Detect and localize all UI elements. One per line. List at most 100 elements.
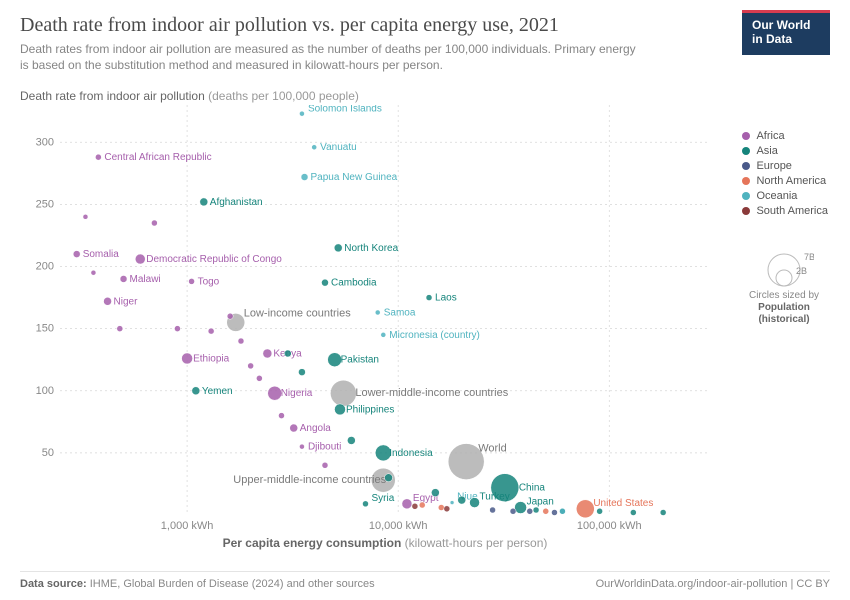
data-point [284,350,291,357]
data-point [174,326,180,332]
data-point [301,174,308,181]
size-legend-circles: 7B 2B [754,248,814,288]
point-label: Indonesia [389,448,433,459]
data-point [248,363,254,369]
owid-logo: Our World in Data [742,10,830,55]
point-label: Afghanistan [210,197,263,208]
data-point [444,506,450,512]
legend-item[interactable]: Europe [742,160,828,172]
data-point [385,474,393,482]
point-label: Pakistan [341,355,379,366]
data-point [551,510,557,516]
legend-swatch [742,207,750,215]
data-point [192,387,200,395]
legend-item[interactable]: Africa [742,130,828,142]
footer-source: Data source: IHME, Global Burden of Dise… [20,578,375,590]
svg-text:10,000 kWh: 10,000 kWh [369,520,428,532]
point-label: Turkey [480,492,510,503]
data-point [104,298,112,306]
point-label: United States [593,498,653,509]
data-point [182,353,193,364]
point-label: Togo [198,277,220,288]
data-point [438,505,444,511]
legend-label: Europe [756,160,791,172]
data-point [510,509,516,515]
legend-item[interactable]: North America [742,175,828,187]
legend-item[interactable]: South America [742,205,828,217]
data-point [298,369,305,376]
point-label: Syria [371,493,394,504]
y-axis-title: Death rate from indoor air pollution (de… [20,89,830,103]
data-point [402,499,412,509]
legend-item[interactable]: Asia [742,145,828,157]
data-point [299,445,304,450]
legend-item[interactable]: Oceania [742,190,828,202]
svg-text:Per capita energy consumption: Per capita energy consumption (kilowatt-… [223,536,548,550]
data-point [334,404,345,415]
data-point [95,155,101,161]
data-point [543,509,549,515]
svg-text:200: 200 [36,261,54,273]
data-point [238,338,244,344]
svg-text:1,000 kWh: 1,000 kWh [161,520,214,532]
aggregate-label: World [478,443,507,455]
data-point [426,295,432,301]
legend-swatch [742,192,750,200]
size-caption-3: (historical) [740,314,828,326]
data-point [458,496,466,504]
legend-swatch [742,147,750,155]
aggregate-dot [330,381,356,407]
data-point [527,509,533,515]
scatter-plot: 501001502002503001,000 kWh10,000 kWh100,… [20,105,740,555]
region-legend: Africa Asia Europe North America Oceania Sout… [742,130,828,220]
data-point [322,463,328,469]
point-label: Solomon Islands [308,105,382,115]
data-point [200,198,208,206]
data-point [278,413,284,419]
size-legend: 7B 2B Circles sized by Population (histo… [740,248,828,326]
data-point [375,310,380,315]
size-caption-2: Population [740,302,828,314]
data-point [299,112,304,117]
legend-swatch [742,162,750,170]
data-point [117,326,123,332]
svg-text:150: 150 [36,323,54,335]
footer-attribution: OurWorldinData.org/indoor-air-pollution … [596,578,830,590]
data-point [431,489,439,497]
data-point [450,501,454,505]
legend-label: Asia [756,145,777,157]
data-point [135,254,145,264]
point-label: Nigeria [281,389,313,400]
data-point [533,507,539,513]
data-point [362,501,368,507]
y-axis-unit: (deaths per 100,000 people) [208,89,359,103]
point-label: Papua New Guinea [311,172,398,183]
data-point [576,500,594,518]
logo-line2: in Data [752,33,820,47]
chart-footer: Data source: IHME, Global Burden of Dise… [20,571,830,590]
svg-text:100,000 kWh: 100,000 kWh [577,520,642,532]
point-label: Somalia [83,249,120,260]
data-point [227,314,233,320]
point-label: Laos [435,293,457,304]
point-label: Democratic Republic of Congo [146,254,282,265]
data-point [347,437,355,445]
data-point [151,220,157,226]
size-small-label: 2B [796,266,807,276]
data-point [419,502,425,508]
svg-text:250: 250 [36,199,54,211]
data-point [120,276,127,283]
point-label: North Korea [344,243,398,254]
point-label: Angola [300,423,332,434]
legend-label: South America [756,205,828,217]
point-label: Japan [527,497,554,508]
point-label: Niger [114,297,139,308]
size-big-label: 7B [804,252,814,262]
data-point [334,244,342,252]
chart-title: Death rate from indoor air pollution vs.… [20,14,830,37]
data-point [470,498,480,508]
point-label: Micronesia (country) [389,330,480,341]
source-text: IHME, Global Burden of Disease (2024) an… [90,578,375,590]
svg-text:300: 300 [36,137,54,149]
legend-label: Africa [756,130,784,142]
